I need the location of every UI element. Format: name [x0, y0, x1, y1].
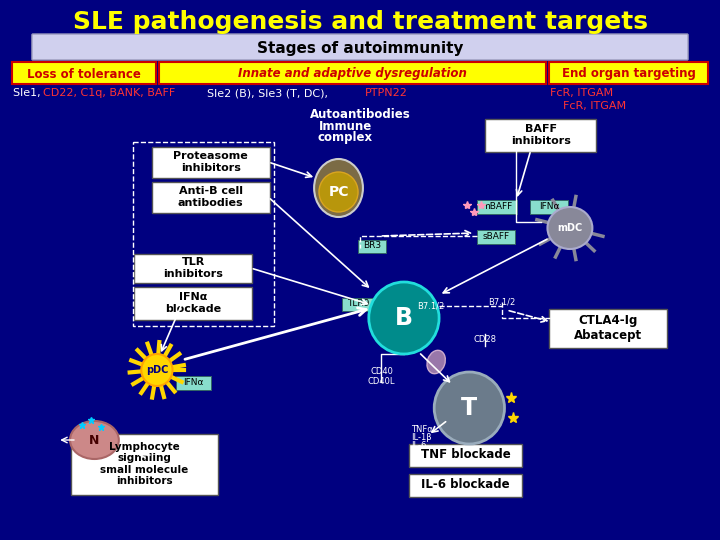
Text: complex: complex	[318, 132, 373, 145]
Text: Innate and adaptive dysregulation: Innate and adaptive dysregulation	[238, 68, 467, 80]
Text: SLE pathogenesis and treatment targets: SLE pathogenesis and treatment targets	[73, 10, 647, 34]
Text: Loss of tolerance: Loss of tolerance	[27, 68, 140, 80]
Text: Autoantibodies: Autoantibodies	[310, 109, 410, 122]
Text: mDC: mDC	[557, 223, 582, 233]
Text: B7.1/2: B7.1/2	[488, 298, 516, 307]
Text: TNF blockade: TNF blockade	[420, 449, 510, 462]
FancyBboxPatch shape	[134, 287, 252, 320]
FancyBboxPatch shape	[485, 118, 595, 152]
Ellipse shape	[427, 350, 446, 374]
Text: IFNα
blockade: IFNα blockade	[165, 292, 221, 314]
Ellipse shape	[314, 159, 363, 217]
Text: Immune: Immune	[319, 120, 372, 133]
Text: Sle1,: Sle1,	[14, 88, 45, 98]
Text: BAFF
inhibitors: BAFF inhibitors	[510, 124, 570, 146]
FancyBboxPatch shape	[549, 62, 708, 84]
Text: IL-6 blockade: IL-6 blockade	[421, 478, 510, 491]
Text: PTPN22: PTPN22	[365, 88, 408, 98]
Text: pDC: pDC	[145, 365, 168, 375]
FancyBboxPatch shape	[477, 199, 517, 213]
Text: IL-1β: IL-1β	[411, 434, 431, 442]
Circle shape	[369, 282, 439, 354]
FancyBboxPatch shape	[409, 474, 521, 496]
FancyBboxPatch shape	[549, 308, 667, 348]
Text: N: N	[89, 434, 99, 447]
Text: TLR9: TLR9	[347, 300, 369, 308]
FancyBboxPatch shape	[12, 62, 156, 84]
FancyBboxPatch shape	[358, 240, 386, 253]
Text: Stages of autoimmunity: Stages of autoimmunity	[257, 40, 463, 56]
Text: CD22, C1q, BANK, BAFF: CD22, C1q, BANK, BAFF	[42, 88, 175, 98]
Text: B: B	[395, 306, 413, 330]
FancyBboxPatch shape	[531, 199, 569, 213]
Text: FcR, ITGAM: FcR, ITGAM	[563, 101, 626, 111]
FancyBboxPatch shape	[477, 230, 515, 244]
Ellipse shape	[70, 421, 119, 459]
Ellipse shape	[547, 207, 593, 249]
Circle shape	[141, 354, 173, 386]
Circle shape	[434, 372, 505, 444]
FancyBboxPatch shape	[159, 62, 546, 84]
Text: CD28: CD28	[474, 335, 497, 345]
FancyBboxPatch shape	[71, 434, 218, 495]
Text: sBAFF: sBAFF	[482, 232, 509, 241]
Text: Proteasome
inhibitors: Proteasome inhibitors	[174, 151, 248, 173]
Text: IFNα: IFNα	[184, 378, 204, 387]
Text: CD40L: CD40L	[368, 377, 395, 387]
Text: B7.1/2: B7.1/2	[417, 301, 444, 310]
FancyBboxPatch shape	[409, 443, 521, 467]
FancyBboxPatch shape	[151, 146, 270, 178]
Text: Lymphocyte
signaling
small molecule
inhibitors: Lymphocyte signaling small molecule inhi…	[100, 442, 189, 487]
Text: End organ targeting: End organ targeting	[562, 68, 696, 80]
Circle shape	[319, 172, 358, 212]
Text: TLR
inhibitors: TLR inhibitors	[163, 257, 223, 279]
FancyBboxPatch shape	[342, 298, 374, 310]
Text: CD40: CD40	[370, 368, 393, 376]
Text: PC: PC	[328, 185, 348, 199]
Text: BR3: BR3	[363, 241, 381, 251]
FancyBboxPatch shape	[151, 181, 270, 213]
Text: Sle2 (B), Sle3 (T, DC),: Sle2 (B), Sle3 (T, DC),	[200, 88, 331, 98]
Text: TNFα: TNFα	[411, 426, 433, 435]
FancyBboxPatch shape	[176, 375, 211, 389]
FancyBboxPatch shape	[32, 34, 688, 60]
Text: T: T	[462, 396, 477, 420]
Text: Anti-B cell
antibodies: Anti-B cell antibodies	[178, 186, 243, 208]
FancyBboxPatch shape	[134, 253, 252, 282]
Text: mBAFF: mBAFF	[481, 202, 513, 211]
Text: FcR, ITGAM: FcR, ITGAM	[550, 88, 613, 98]
Text: IFNα: IFNα	[539, 202, 559, 211]
Text: CTLA4-Ig
Abatacept: CTLA4-Ig Abatacept	[574, 314, 642, 342]
Text: IL-6: IL-6	[411, 442, 426, 450]
